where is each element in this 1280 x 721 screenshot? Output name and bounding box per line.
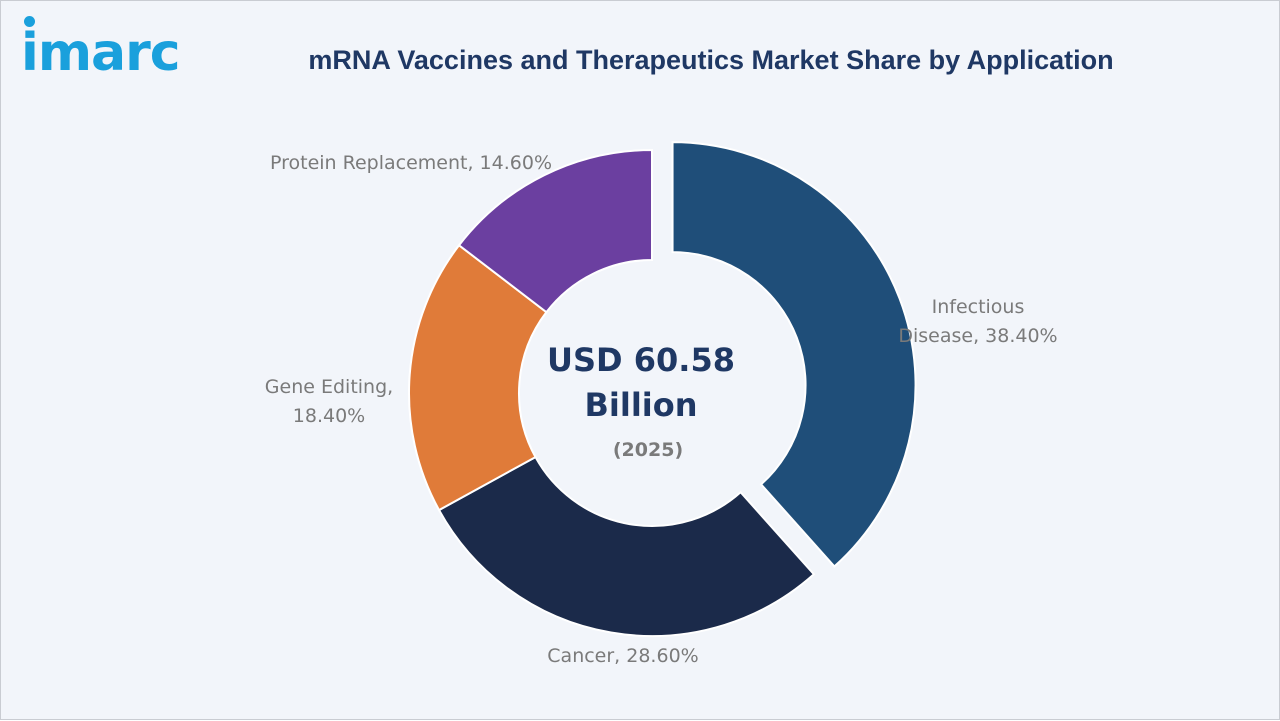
slice-protein-replacement bbox=[457, 148, 653, 314]
label-protein-replacement: Protein Replacement, 14.60% bbox=[270, 152, 552, 174]
slice-gene-editing bbox=[408, 243, 548, 512]
logo-dot bbox=[24, 16, 35, 27]
label-infectious-disease: Infectious Disease, 38.40% bbox=[898, 296, 1057, 347]
slice-labels: Infectious Disease, 38.40% Cancer, 28.60% G… bbox=[265, 152, 1058, 667]
chart-title: mRNA Vaccines and Therapeutics Market Sh… bbox=[308, 45, 1114, 75]
center-value-line2: Billion bbox=[584, 386, 697, 424]
label-line: Cancer, 28.60% bbox=[547, 645, 698, 667]
center-label: USD 60.58 Billion (2025) bbox=[547, 341, 735, 461]
label-line: Protein Replacement, 14.60% bbox=[270, 152, 552, 174]
label-line: Gene Editing, bbox=[265, 376, 393, 398]
logo-text: imarc bbox=[21, 23, 181, 83]
donut-slices bbox=[408, 141, 917, 637]
imarc-logo: imarc bbox=[21, 16, 181, 83]
center-value-line1: USD 60.58 bbox=[547, 341, 735, 379]
label-cancer: Cancer, 28.60% bbox=[547, 645, 698, 667]
label-line: Disease, 38.40% bbox=[898, 325, 1057, 347]
label-gene-editing: Gene Editing, 18.40% bbox=[265, 376, 393, 427]
label-line: Infectious bbox=[932, 296, 1025, 318]
center-year: (2025) bbox=[613, 439, 683, 461]
label-line: 18.40% bbox=[293, 405, 365, 427]
slice-infectious-disease bbox=[671, 141, 917, 568]
slice-cancer bbox=[437, 455, 816, 637]
